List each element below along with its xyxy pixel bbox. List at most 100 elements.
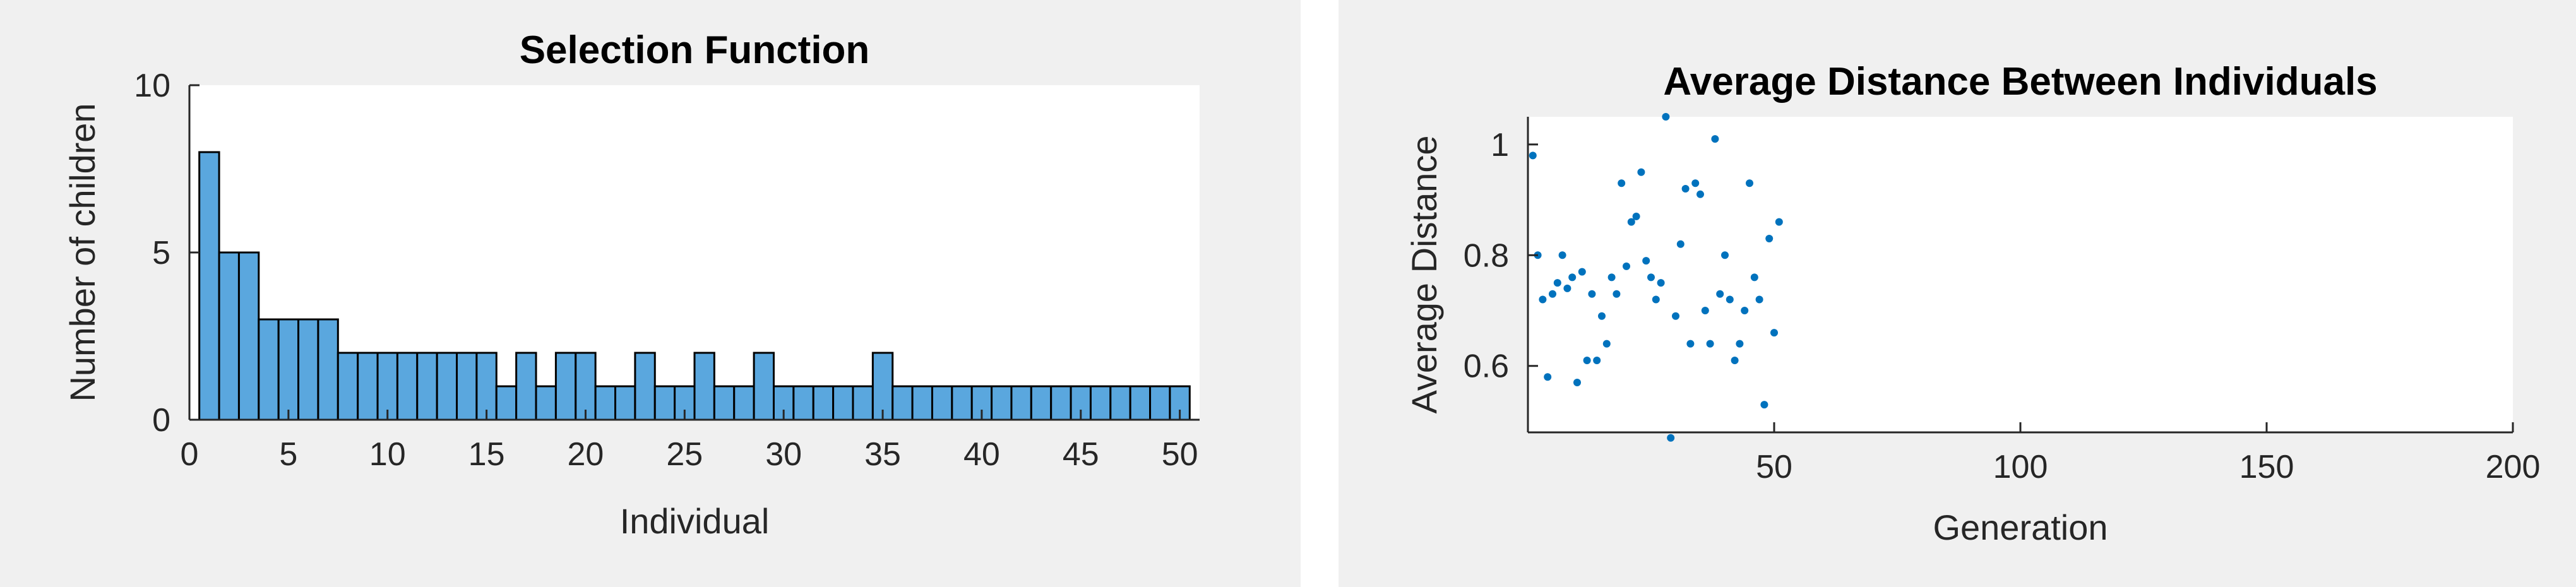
x-tick-label: 15 <box>468 436 505 473</box>
data-point <box>1741 307 1749 315</box>
data-point <box>1568 273 1577 282</box>
bar <box>951 385 973 421</box>
data-point <box>1701 307 1709 315</box>
bar <box>258 318 280 421</box>
data-point <box>1602 340 1611 348</box>
data-point <box>1632 212 1640 220</box>
bar <box>852 385 874 421</box>
bar <box>198 151 220 421</box>
x-tick-label: 0 <box>181 436 199 473</box>
bar <box>337 352 359 421</box>
data-point <box>1623 262 1630 270</box>
bar <box>515 352 537 421</box>
bar <box>1149 385 1171 421</box>
data-point <box>1726 295 1734 304</box>
data-point <box>1657 279 1665 287</box>
data-point <box>1672 312 1679 320</box>
bar <box>396 352 419 421</box>
y-tick-label: 0.6 <box>1464 348 1509 385</box>
y-tick-label: 1 <box>1491 127 1509 163</box>
data-point <box>1750 273 1758 282</box>
data-point <box>1563 284 1571 292</box>
data-point <box>1652 295 1660 304</box>
data-point <box>1667 434 1675 442</box>
x-tick-label: 5 <box>279 436 297 473</box>
data-point <box>1613 290 1621 298</box>
data-point <box>1573 379 1581 387</box>
bar <box>554 352 577 421</box>
data-point <box>1593 356 1601 364</box>
x-tick-label: 150 <box>2239 449 2294 485</box>
bar <box>832 385 854 421</box>
bar <box>653 385 676 421</box>
bar <box>1030 385 1052 421</box>
data-point <box>1770 329 1778 337</box>
bar <box>218 251 240 421</box>
data-point <box>1691 179 1700 187</box>
bar <box>277 318 300 421</box>
bar <box>614 385 636 421</box>
bar <box>297 318 319 421</box>
x-tick-label: 50 <box>1756 449 1792 485</box>
data-point <box>1716 290 1724 298</box>
x-tick-label: 200 <box>2486 449 2541 485</box>
data-point <box>1721 251 1729 259</box>
data-point <box>1696 190 1704 198</box>
data-point <box>1637 168 1645 176</box>
data-point <box>1731 356 1739 364</box>
x-axis-label: Generation <box>1933 507 2108 547</box>
x-tick-label: 30 <box>765 436 802 473</box>
data-point <box>1706 340 1714 348</box>
y-tick-label: 10 <box>134 68 170 104</box>
data-point <box>1746 179 1753 187</box>
data-point <box>1627 218 1635 226</box>
average-distance-panel: 50 100 150 200 0.6 0.8 1 Average Distance Betw… <box>1339 0 2576 587</box>
bar <box>792 385 814 421</box>
bar <box>733 385 755 421</box>
bar <box>713 385 736 421</box>
y-axis-label: Number of children <box>63 103 102 401</box>
bar <box>535 385 557 421</box>
data-point <box>1618 179 1626 187</box>
bar <box>436 352 458 421</box>
x-tick-label: 40 <box>963 436 1000 473</box>
bar <box>416 352 438 421</box>
bar <box>1089 385 1112 421</box>
bar <box>1010 385 1032 421</box>
y-axis-label: Average Distance <box>1404 136 1444 414</box>
x-tick-label: 10 <box>369 436 406 473</box>
y-tick-label: 5 <box>152 235 170 271</box>
data-point <box>1583 356 1591 364</box>
x-tick-label: 20 <box>568 436 604 473</box>
bar <box>1050 385 1072 421</box>
bar <box>376 352 398 421</box>
data-point <box>1539 295 1547 304</box>
data-point <box>1686 340 1695 348</box>
y-tick-label: 0 <box>152 402 170 439</box>
bar <box>317 318 339 421</box>
data-point <box>1647 273 1655 282</box>
bar <box>594 385 617 421</box>
bar <box>991 385 1013 421</box>
bar <box>753 352 775 421</box>
data-point <box>1588 290 1596 298</box>
bar <box>237 251 260 421</box>
data-point <box>1662 113 1670 121</box>
bar <box>693 352 715 421</box>
chart-title: Average Distance Between Individuals <box>1663 60 2377 104</box>
average-distance-chart: 50 100 150 200 0.6 0.8 1 Average Distance Betw… <box>1404 60 2541 547</box>
bar <box>1109 385 1131 421</box>
data-point <box>1598 312 1606 320</box>
data-point <box>1676 240 1685 248</box>
bar <box>475 352 498 421</box>
x-tick-label: 25 <box>666 436 703 473</box>
data-point <box>1544 373 1552 381</box>
data-point <box>1736 340 1744 348</box>
data-point <box>1642 257 1650 265</box>
selection-function-chart: 0 5 10 15 20 25 30 35 40 45 50 0 5 10 Selection Funct… <box>63 28 1200 541</box>
data-point <box>1760 401 1768 409</box>
selection-function-panel: 0 5 10 15 20 25 30 35 40 45 50 0 5 10 Selection Funct… <box>0 0 1301 587</box>
bar <box>812 385 835 421</box>
x-axis-label: Individual <box>620 501 770 541</box>
data-point <box>1755 295 1763 304</box>
